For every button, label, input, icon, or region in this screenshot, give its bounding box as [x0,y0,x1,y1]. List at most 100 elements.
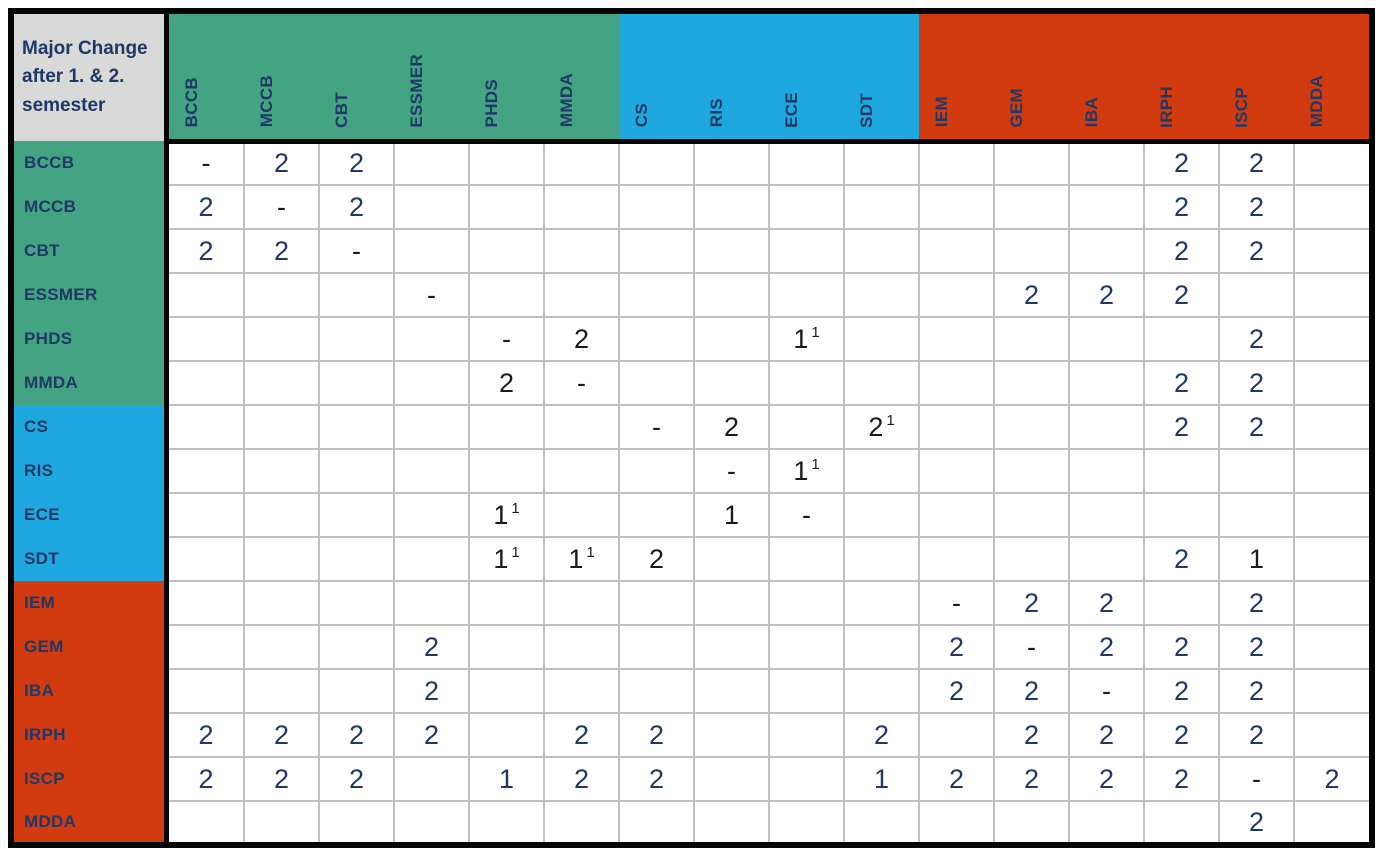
cell-ESSMER-GEM: 2 [993,272,1070,318]
row-header-IBA: IBA [11,669,169,713]
cell-ESSMER-MDDA [1293,272,1373,318]
header-row: Major Change after 1. & 2. semester BCCB… [11,11,1372,144]
cell-value: 2 [1023,763,1040,794]
col-header-BCCB: BCCB [166,11,244,144]
cell-ESSMER-MCCB [243,272,320,318]
cell-value: 1 [568,543,584,574]
row-header-CBT: CBT [11,229,169,273]
cell-ISCP-MCCB: 2 [243,756,320,802]
cell-BCCB-MMDA [543,140,620,186]
col-header-CS: CS [619,11,694,144]
cell-BCCB-MDDA [1293,140,1373,186]
row-header-IEM: IEM [11,581,169,625]
cell-CBT-RIS [693,228,770,274]
cell-ECE-ISCP [1218,492,1295,538]
cell-value: 2 [723,411,740,442]
cell-PHDS-SDT [843,316,920,362]
cell-footnote-superscript: 1 [511,543,520,561]
cell-value: 2 [1023,587,1040,618]
cell-RIS-GEM [993,448,1070,494]
cell-BCCB-GEM [993,140,1070,186]
cell-CS-MDDA [1293,404,1373,450]
cell-PHDS-PHDS: - [468,316,545,362]
cell-BCCB-CS [618,140,695,186]
cell-MCCB-IEM [918,184,995,230]
cell-value: 2 [1173,543,1190,574]
table-row: MMDA 2 - 2 2 [11,360,1373,406]
cell-CBT-ESSMER [393,228,470,274]
cell-IRPH-SDT: 2 [843,712,920,758]
cell-MMDA-CS [618,360,695,406]
cell-IEM-MDDA [1293,580,1373,626]
cell-IBA-CS [618,668,695,714]
cell-value: 2 [1098,587,1115,618]
cell-value: 2 [348,763,365,794]
cell-MMDA-GEM [993,360,1070,406]
cell-GEM-GEM: - [993,624,1070,670]
cell-CBT-CS [618,228,695,274]
cell-IEM-MCCB [243,580,320,626]
cell-value: 2 [1248,587,1265,618]
col-header-IBA: IBA [1069,11,1144,144]
cell-ESSMER-ESSMER: - [393,272,470,318]
cell-BCCB-IEM [918,140,995,186]
row-header-ISCP: ISCP [11,757,169,801]
cell-IRPH-GEM: 2 [993,712,1070,758]
cell-ESSMER-IBA: 2 [1068,272,1145,318]
cell-IBA-ISCP: 2 [1218,668,1295,714]
cell-ESSMER-BCCB [165,272,245,318]
cell-value: 2 [868,411,884,442]
cell-MDDA-MCCB [243,800,320,846]
cell-IEM-PHDS [468,580,545,626]
cell-value: 2 [948,631,965,662]
cell-IBA-SDT [843,668,920,714]
cell-GEM-MMDA [543,624,620,670]
cell-ESSMER-ECE [768,272,845,318]
cell-SDT-CBT [318,536,395,582]
cell-GEM-ISCP: 2 [1218,624,1295,670]
cell-IEM-BCCB [165,580,245,626]
cell-ESSMER-PHDS [468,272,545,318]
cell-RIS-ISCP [1218,448,1295,494]
cell-value: 2 [1173,763,1190,794]
cell-value: 2 [1248,806,1265,837]
cell-value: - [427,279,436,310]
cell-ISCP-BCCB: 2 [165,756,245,802]
cell-RIS-IRPH [1143,448,1220,494]
cell-MDDA-GEM [993,800,1070,846]
cell-SDT-ISCP: 1 [1218,536,1295,582]
cell-IRPH-ESSMER: 2 [393,712,470,758]
cell-value: 2 [1173,235,1190,266]
cell-value: 2 [198,235,214,266]
cell-value: 1 [723,499,740,530]
cell-MDDA-MDDA [1293,800,1373,846]
col-header-label: ECE [782,91,801,128]
cell-value: 2 [1324,763,1340,794]
row-header-IRPH: IRPH [11,713,169,757]
table-row: IBA 2 2 2 - 2 2 [11,668,1373,714]
cell-ESSMER-IRPH: 2 [1143,272,1220,318]
col-header-label: RIS [707,98,726,128]
cell-RIS-IBA [1068,448,1145,494]
cell-ISCP-ISCP: - [1218,756,1295,802]
cell-PHDS-MCCB [243,316,320,362]
cell-value: 1 [1248,543,1265,574]
matrix-header: Major Change after 1. & 2. semester BCCB… [11,11,1372,144]
row-header-BCCB: BCCB [11,141,169,185]
col-header-GEM: GEM [994,11,1069,144]
cell-SDT-CS: 2 [618,536,695,582]
cell-value: 2 [1098,279,1115,310]
cell-MMDA-IBA [1068,360,1145,406]
table-row: ISCP 2 2 2 1 2 2 1 2 2 2 2 - 2 [11,756,1373,802]
cell-IEM-RIS [693,580,770,626]
cell-value: - [952,587,961,618]
cell-RIS-MCCB [243,448,320,494]
cell-ISCP-IRPH: 2 [1143,756,1220,802]
col-header-label: MCCB [257,75,276,128]
cell-value: 2 [1248,411,1265,442]
cell-RIS-SDT [843,448,920,494]
cell-CS-IRPH: 2 [1143,404,1220,450]
cell-PHDS-MDDA [1293,316,1373,362]
